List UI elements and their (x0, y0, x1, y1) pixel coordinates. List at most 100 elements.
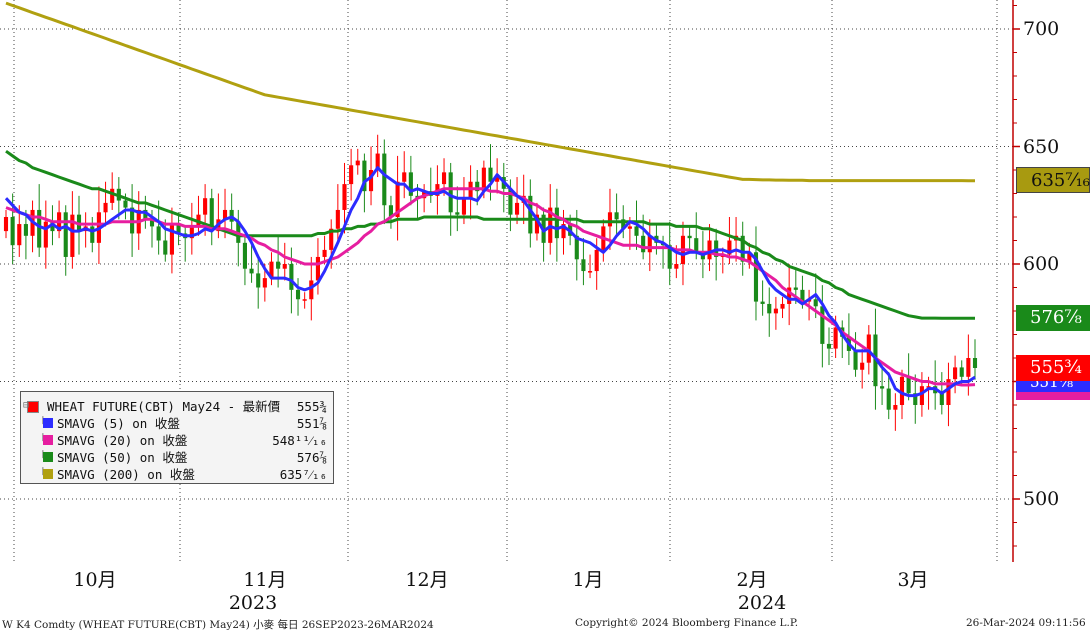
candle-body (780, 303, 785, 309)
candle-body (866, 334, 871, 363)
y-axis-ticks (1013, 5, 1020, 547)
candle-body (448, 172, 453, 213)
legend-label: SMAVG (50) on 收盤 (57, 450, 188, 465)
candle-body (727, 240, 732, 255)
legend-swatch (43, 452, 53, 462)
legend-swatch (43, 469, 53, 479)
candle-body (528, 195, 533, 234)
legend-swatch (43, 418, 53, 428)
candle-body (899, 376, 905, 405)
candle-body (123, 200, 128, 208)
legend-entry-sma200[interactable]: └ SMAVG (200) on 收盤 635⁷⁄₁₆ (25, 466, 329, 483)
x-month-label: 11月 (243, 569, 287, 591)
sma200-value-tag: 635⁷⁄₁₆ (1016, 167, 1090, 193)
y-tick-label: 600 (1023, 253, 1060, 275)
legend-value: 555¾ (296, 399, 327, 414)
candle-body (634, 226, 639, 236)
legend-value: 551⅞ (296, 416, 327, 431)
candle-body (760, 301, 765, 304)
candle-body (10, 217, 15, 246)
y-tick-label: 650 (1023, 136, 1060, 158)
candle-body (820, 306, 825, 344)
candle-body (959, 367, 964, 377)
candle-body (953, 367, 958, 380)
candle-body (388, 205, 394, 217)
candle-body (972, 358, 978, 368)
candle-body (382, 153, 387, 206)
candle-body (495, 177, 500, 182)
candle-body (833, 327, 838, 349)
candle-body (17, 224, 22, 246)
candle-body (335, 209, 340, 229)
candle-body (740, 235, 745, 262)
candle-body (63, 212, 68, 257)
candle-body (707, 240, 712, 260)
candle-body (209, 198, 214, 232)
collapse-icon[interactable]: ⊟ (23, 400, 30, 411)
candle-body (368, 170, 374, 192)
candle-body (242, 242, 247, 269)
candle-body (355, 160, 360, 166)
candle-body (554, 207, 559, 239)
candle-body (329, 228, 334, 250)
candle-body (787, 287, 792, 304)
legend-value: 576⅞ (296, 450, 327, 465)
y-tick-label: 500 (1023, 488, 1060, 510)
legend-entry-sma20[interactable]: └ SMAVG (20) on 收盤 548¹¹⁄₁₆ (25, 432, 329, 449)
legend-entry-sma50[interactable]: └ SMAVG (50) on 收盤 576⅞ (25, 449, 329, 466)
candle-body (441, 172, 447, 185)
legend-value: 548¹¹⁄₁₆ (272, 433, 327, 448)
legend-entry-price[interactable]: ⊟ WHEAT FUTURE(CBT) May24 - 最新價 555¾ (23, 398, 329, 415)
candle-body (886, 388, 891, 410)
candle-body (395, 181, 400, 217)
candle-body (694, 238, 699, 253)
x-month-label: 2月 (736, 569, 768, 591)
candle-body (793, 287, 798, 290)
sma50-value-tag: 576⁷⁄₈ (1016, 305, 1090, 331)
candle-body (203, 198, 208, 215)
candle-body (800, 289, 805, 302)
candle-body (103, 202, 108, 213)
x-month-label: 12月 (405, 569, 449, 591)
candle-body (282, 264, 287, 269)
candle-body (607, 212, 613, 227)
candle-body (295, 289, 301, 300)
x-month-label: 3月 (897, 569, 929, 591)
sma200-line (5, 1, 975, 183)
candle-body (322, 249, 327, 257)
candle-body (860, 362, 865, 370)
candle-body (90, 226, 95, 243)
x-year-label: 2023 (228, 592, 278, 614)
legend-label: SMAVG (200) on 收盤 (57, 467, 195, 482)
tree-branch-icon: └ (39, 449, 47, 466)
candle-body (647, 235, 652, 253)
candle-body (641, 235, 646, 253)
candle-body (534, 214, 540, 234)
candle-body (43, 221, 48, 248)
candle-body (826, 343, 832, 349)
sma5-line (4, 166, 976, 398)
candle-body (687, 235, 692, 239)
candle-body (222, 209, 228, 220)
candle-body (893, 405, 898, 410)
candle-body (966, 358, 971, 377)
candle-body (614, 212, 619, 220)
candle-body (767, 303, 772, 314)
tree-branch-icon: └ (39, 415, 47, 432)
candle-body (349, 165, 354, 185)
legend-entry-sma5[interactable]: └ SMAVG (5) on 收盤 551⅞ (25, 415, 329, 432)
last-price-value-tag: 555³⁄₄ (1016, 355, 1090, 381)
tree-branch-icon: └ (39, 432, 47, 449)
candle-body (481, 167, 486, 192)
candle-body (455, 212, 460, 215)
candle-body (880, 386, 885, 389)
candle-body (408, 172, 413, 196)
candle-body (906, 376, 911, 394)
candle-body (627, 226, 632, 229)
footer-copyright: Copyright© 2024 Bloomberg Finance L.P. (575, 617, 799, 629)
candle-body (587, 271, 593, 273)
candle-body (309, 280, 314, 300)
candle-body (461, 198, 467, 215)
candle-body (249, 268, 254, 274)
